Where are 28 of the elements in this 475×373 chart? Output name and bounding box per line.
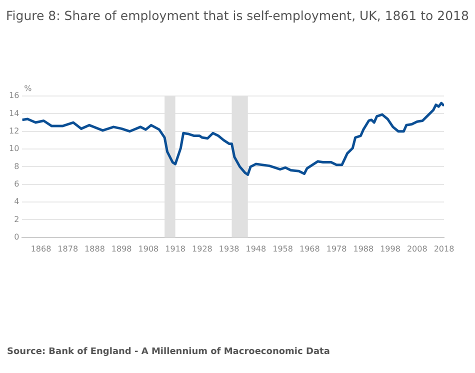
y-tick-label: 6 xyxy=(14,179,20,188)
x-tick-label: 1958 xyxy=(272,244,293,254)
y-tick-label: 10 xyxy=(8,144,20,154)
x-tick-label: 1908 xyxy=(138,244,159,254)
x-tick-label: 2018 xyxy=(434,244,454,254)
y-tick-label: 2 xyxy=(14,214,20,224)
y-tick-label: 8 xyxy=(14,162,20,171)
x-tick-label: 1968 xyxy=(299,244,320,254)
x-tick-label: 1988 xyxy=(353,244,374,254)
x-tick-label: 1868 xyxy=(30,244,52,254)
y-tick-label: 14 xyxy=(8,108,20,118)
x-tick-label: 2008 xyxy=(406,244,428,254)
x-tick-label: 1998 xyxy=(380,244,400,254)
x-tick-label: 1928 xyxy=(192,244,212,254)
x-tick-label: 1938 xyxy=(218,244,240,254)
source-note: Source: Bank of England - A Millennium of Macroeconomic Data xyxy=(7,347,330,357)
y-tick-label: 4 xyxy=(14,197,20,206)
y-tick-label: 16 xyxy=(8,91,20,100)
x-tick-label: 1888 xyxy=(84,244,105,254)
y-tick-label: 12 xyxy=(8,126,20,136)
chart-title: Figure 8: Share of employment that is self-employment, UK, 1861 to 2018 xyxy=(5,8,470,23)
x-tick-label: 1878 xyxy=(58,244,78,254)
y-axis-title: % xyxy=(24,84,32,94)
y-tick-label: 0 xyxy=(14,232,20,242)
x-tick-label: 1898 xyxy=(111,244,132,254)
x-tick-label: 1978 xyxy=(326,244,347,254)
x-tick-label: 1918 xyxy=(165,244,186,254)
x-tick-label: 1948 xyxy=(246,244,266,254)
